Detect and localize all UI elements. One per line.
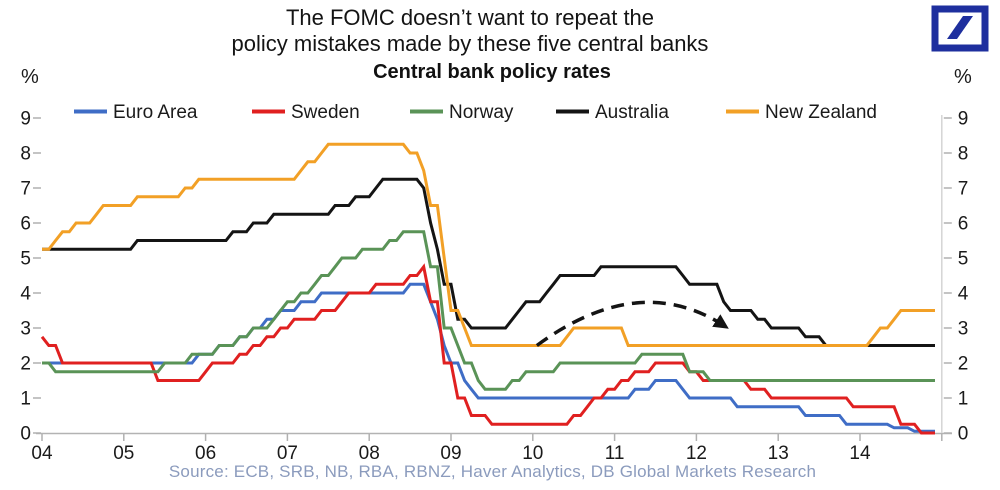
series-line-australia <box>42 177 935 347</box>
legend-label: Euro Area <box>113 102 198 123</box>
legend-item-norway: Norway <box>410 102 514 123</box>
x-axis-tick-label: 08 <box>359 443 380 464</box>
series-line-norway <box>42 230 935 391</box>
right-axis-tick-label: 6 <box>958 214 969 235</box>
series-line-euro-area <box>42 282 935 433</box>
left-axis-unit-label: % <box>21 66 39 88</box>
x-axis-tick-label: 13 <box>768 443 789 464</box>
logo-slash-icon <box>947 16 973 39</box>
x-axis-tick-label: 07 <box>277 443 298 464</box>
left-axis-tick-label: 3 <box>20 319 31 340</box>
left-axis-tick-label: 6 <box>20 214 31 235</box>
legend-item-euro-area: Euro Area <box>74 102 198 123</box>
x-axis-tick-label: 12 <box>686 443 707 464</box>
left-axis-tick-label: 8 <box>20 144 31 165</box>
x-axis-tick-label: 06 <box>195 443 216 464</box>
left-axis-tick-label: 7 <box>20 179 31 200</box>
title-line-2: policy mistakes made by these five centr… <box>231 31 709 56</box>
left-axis-tick-label: 2 <box>20 354 31 375</box>
x-axis-tick-label: 09 <box>440 443 461 464</box>
left-axis-tick-label: 9 <box>20 109 31 130</box>
right-axis-tick-label: 5 <box>958 249 969 270</box>
deutsche-bank-logo-icon <box>931 5 989 52</box>
logo-frame <box>931 5 989 52</box>
legend-label: Sweden <box>291 102 360 123</box>
right-axis-unit-label: % <box>954 66 972 88</box>
x-axis-tick-label: 04 <box>31 443 53 464</box>
legend-label: New Zealand <box>765 102 877 123</box>
left-axis-tick-label: 4 <box>20 284 31 305</box>
left-axis-tick-label: 0 <box>20 424 31 445</box>
source-note: Source: ECB, SRB, NB, RBA, RBNZ, Haver A… <box>168 462 817 481</box>
right-axis-tick-label: 7 <box>958 179 969 200</box>
legend-label: Norway <box>449 102 514 123</box>
right-axis-tick-label: 1 <box>958 389 969 410</box>
legend-item-new-zealand: New Zealand <box>726 102 877 123</box>
series-line-sweden <box>40 263 935 435</box>
x-axis-tick-label: 14 <box>849 443 871 464</box>
right-axis-tick-label: 8 <box>958 144 969 165</box>
right-axis-tick-label: 2 <box>958 354 969 375</box>
left-axis-tick-label: 5 <box>20 249 31 270</box>
x-axis-tick-label: 05 <box>113 443 134 464</box>
legend-item-australia: Australia <box>556 102 669 123</box>
legend-label: Australia <box>595 102 669 123</box>
right-axis-tick-label: 0 <box>958 424 969 445</box>
page-title: The FOMC doesn’t want to repeat the poli… <box>0 5 940 57</box>
x-axis-tick-label: 10 <box>522 443 543 464</box>
left-axis-tick-label: 1 <box>20 389 31 410</box>
legend-item-sweden: Sweden <box>252 102 360 123</box>
right-axis-tick-label: 4 <box>958 284 969 305</box>
chart-subtitle: Central bank policy rates <box>373 61 611 83</box>
policy-mistake-arrow <box>535 300 729 347</box>
series-line-new-zealand <box>42 142 935 347</box>
x-axis-tick-label: 11 <box>605 443 625 464</box>
title-line-1: The FOMC doesn’t want to repeat the <box>285 5 655 30</box>
right-axis-tick-label: 3 <box>958 319 969 340</box>
right-axis-tick-label: 9 <box>958 109 969 130</box>
